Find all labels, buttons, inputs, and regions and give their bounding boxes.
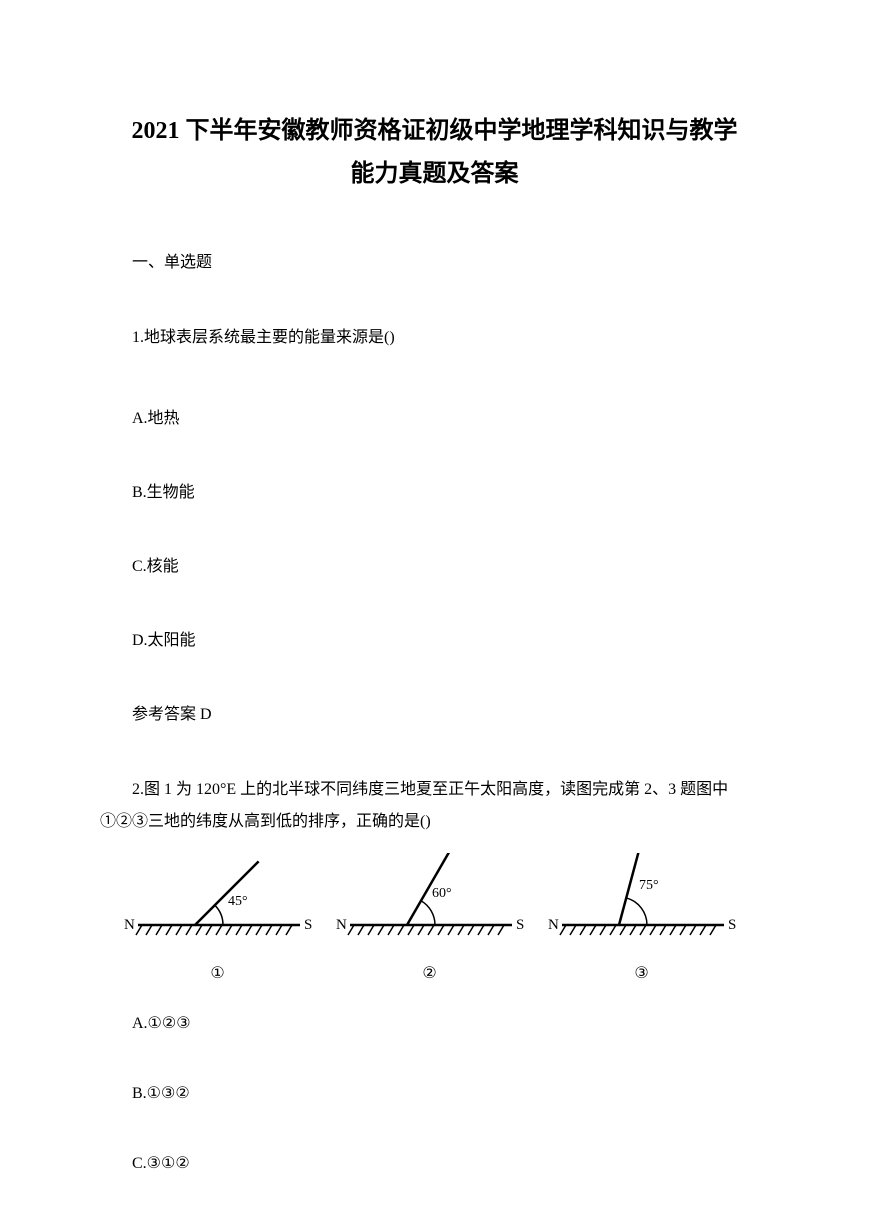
question-2-text: 2.图 1 为 120°E 上的北半球不同纬度三地夏至正午太阳高度，读图完成第 … bbox=[100, 774, 769, 838]
document-title-line1: 2021 下半年安徽教师资格证初级中学地理学科知识与教学 bbox=[100, 110, 769, 153]
question-1-text: 1.地球表层系统最主要的能量来源是() bbox=[100, 322, 769, 354]
diagram-3: 75° N S bbox=[544, 853, 739, 948]
svg-text:N: N bbox=[124, 917, 135, 933]
section-header: 一、单选题 bbox=[100, 248, 769, 272]
svg-text:S: S bbox=[516, 917, 524, 933]
diagram-label-row: ① ② ③ bbox=[100, 963, 769, 983]
diagram-row: 45° N S 60° N S 75° N S bbox=[100, 853, 769, 948]
svg-text:N: N bbox=[548, 917, 559, 933]
document-title-line2: 能力真题及答案 bbox=[100, 153, 769, 188]
question-1-option-a: A.地热 bbox=[100, 404, 769, 428]
diagram-3-label: ③ bbox=[544, 963, 739, 983]
question-2-option-b: B.①③② bbox=[100, 1083, 769, 1103]
question-1-option-d: D.太阳能 bbox=[100, 626, 769, 650]
question-2-option-a: A.①②③ bbox=[100, 1013, 769, 1033]
svg-text:N: N bbox=[336, 917, 347, 933]
question-1-option-c: C.核能 bbox=[100, 552, 769, 576]
diagram-1: 45° N S bbox=[120, 853, 315, 948]
svg-text:60°: 60° bbox=[432, 886, 452, 901]
question-1-answer: 参考答案 D bbox=[100, 700, 769, 724]
diagram-1-label: ① bbox=[120, 963, 315, 983]
svg-text:S: S bbox=[304, 917, 312, 933]
question-1-option-b: B.生物能 bbox=[100, 478, 769, 502]
svg-text:75°: 75° bbox=[639, 878, 659, 893]
diagram-2: 60° N S bbox=[332, 853, 527, 948]
svg-text:45°: 45° bbox=[228, 894, 248, 909]
svg-text:S: S bbox=[728, 917, 736, 933]
question-2-option-c: C.③①② bbox=[100, 1153, 769, 1173]
diagram-2-label: ② bbox=[332, 963, 527, 983]
